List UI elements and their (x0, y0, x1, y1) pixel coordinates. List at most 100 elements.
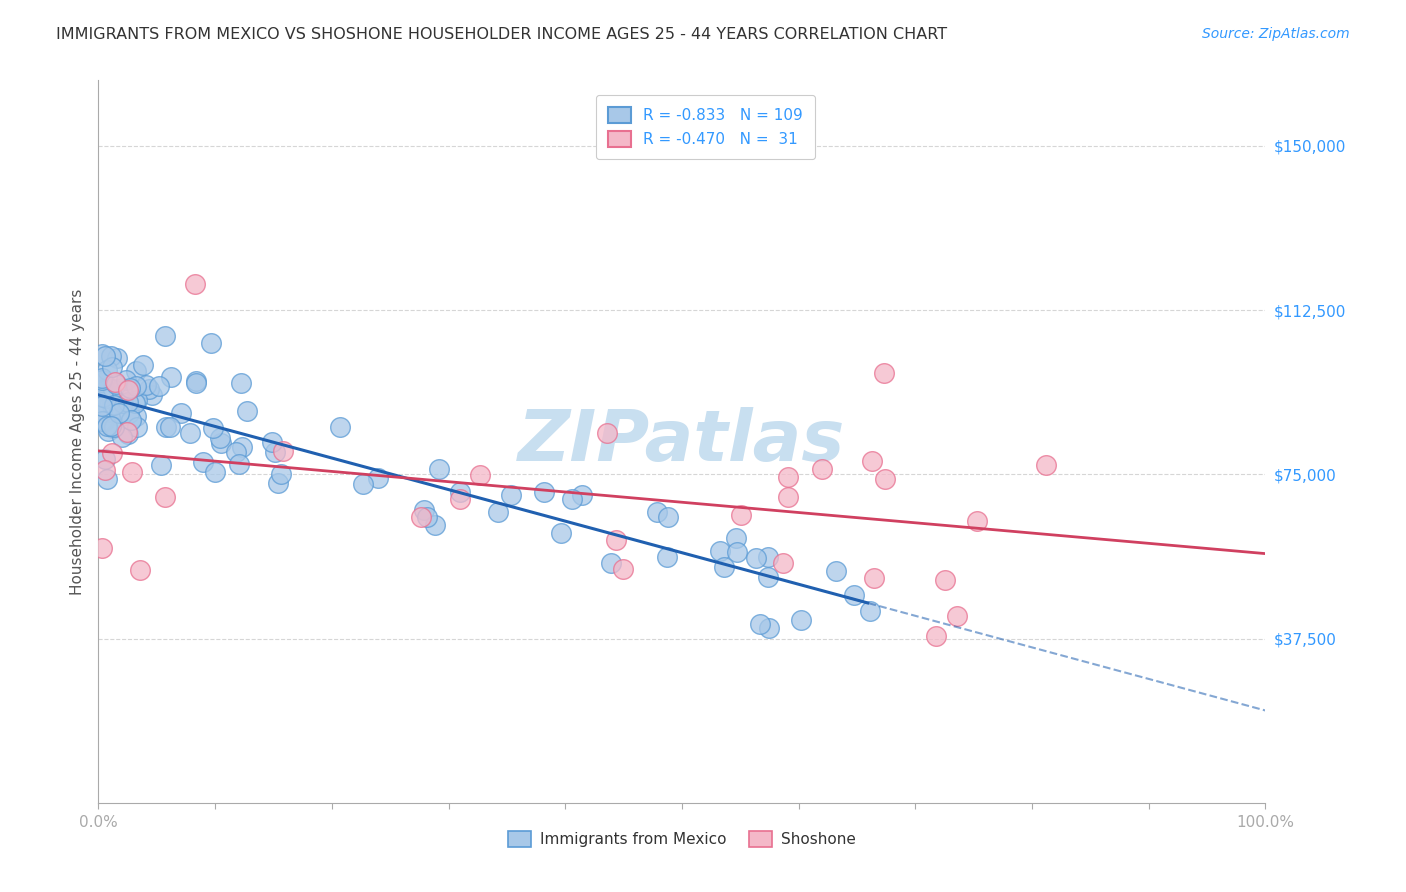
Point (117, 427, 139, 442)
Point (860, 454, 883, 468)
Point (501, 488, 523, 502)
Point (600, 557, 623, 571)
Point (90, 370, 112, 384)
Point (153, 490, 176, 504)
Point (533, 485, 555, 500)
Point (129, 564, 152, 578)
Point (150, 458, 173, 472)
Point (645, 505, 668, 519)
Point (105, 351, 128, 365)
Point (134, 378, 156, 392)
Point (934, 574, 956, 588)
Point (262, 434, 284, 449)
Point (97, 401, 120, 415)
Point (270, 467, 292, 481)
Point (184, 376, 207, 391)
Point (91, 373, 114, 387)
Point (204, 465, 226, 479)
Point (229, 376, 252, 391)
Point (945, 608, 967, 623)
Point (225, 445, 247, 459)
Point (725, 531, 748, 545)
Point (228, 458, 250, 472)
Point (612, 562, 634, 576)
Point (730, 508, 752, 523)
Point (271, 444, 294, 458)
Point (148, 379, 170, 393)
Point (561, 491, 583, 506)
Point (596, 425, 619, 440)
Point (93, 414, 115, 428)
Point (329, 420, 352, 434)
Point (427, 462, 450, 476)
Point (449, 484, 471, 499)
Point (367, 471, 389, 485)
Point (450, 492, 472, 507)
Point (125, 392, 148, 407)
Point (468, 467, 491, 482)
Point (1035, 458, 1057, 473)
Point (267, 476, 290, 491)
Point (858, 604, 880, 618)
Point (100, 419, 122, 434)
Point (94, 381, 117, 395)
Point (90, 347, 112, 361)
Point (101, 421, 124, 435)
Point (191, 455, 214, 469)
Point (413, 503, 436, 517)
Point (811, 462, 834, 476)
Point (873, 472, 896, 486)
Text: Source: ZipAtlas.com: Source: ZipAtlas.com (1202, 27, 1350, 41)
Point (550, 525, 572, 540)
Point (93, 452, 115, 467)
Point (790, 613, 813, 627)
Point (160, 370, 183, 384)
Point (103, 405, 125, 419)
Point (169, 406, 191, 420)
Point (96, 472, 118, 486)
Point (415, 510, 437, 524)
Point (153, 329, 176, 343)
Point (91, 541, 114, 556)
Point (96, 362, 118, 376)
Point (264, 444, 287, 458)
Point (90, 375, 112, 389)
Point (863, 571, 886, 585)
Legend: Immigrants from Mexico, Shoshone: Immigrants from Mexico, Shoshone (502, 825, 862, 853)
Point (121, 465, 143, 479)
Point (104, 376, 127, 390)
Point (209, 436, 232, 450)
Point (115, 425, 138, 440)
Point (101, 360, 124, 375)
Point (745, 551, 768, 566)
Point (844, 588, 866, 602)
Point (772, 556, 794, 570)
Text: ZIPatlas: ZIPatlas (519, 407, 845, 476)
Point (100, 349, 122, 363)
Point (118, 406, 141, 420)
Point (125, 363, 148, 377)
Point (709, 544, 731, 558)
Point (111, 430, 134, 444)
Point (112, 396, 135, 410)
Y-axis label: Householder Income Ages 25 - 44 years: Householder Income Ages 25 - 44 years (69, 288, 84, 595)
Point (236, 404, 259, 418)
Point (749, 616, 772, 631)
Point (124, 396, 146, 410)
Point (776, 470, 799, 484)
Point (96, 419, 118, 434)
Point (825, 564, 848, 578)
Point (208, 431, 231, 445)
Point (124, 379, 146, 393)
Point (186, 374, 208, 388)
Point (776, 491, 799, 505)
Point (571, 488, 593, 502)
Point (423, 517, 446, 532)
Point (873, 366, 896, 380)
Point (90, 400, 112, 414)
Point (93, 349, 115, 363)
Point (103, 420, 125, 434)
Point (201, 420, 224, 434)
Point (107, 406, 129, 420)
Point (91, 390, 114, 404)
